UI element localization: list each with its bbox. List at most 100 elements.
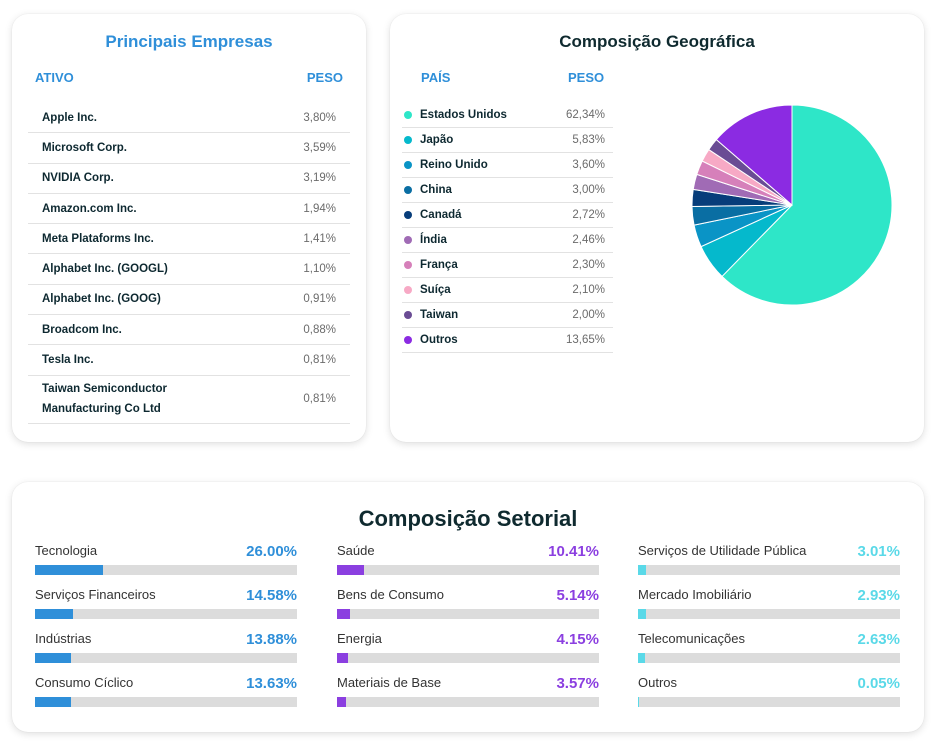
column-header-asset: ATIVO: [35, 70, 74, 85]
legend-dot: [404, 261, 412, 269]
sector-label: Consumo Cíclico: [35, 675, 134, 690]
legend-label: Japão: [420, 134, 454, 146]
sector-label: Energia: [337, 631, 382, 646]
company-name: Tesla Inc.: [42, 354, 94, 367]
company-name: Microsoft Corp.: [42, 141, 127, 154]
country-legend: Estados Unidos 62,34% Japão 5,83% Reino Unid…: [402, 103, 613, 353]
sector-item: Serviços Financeiros 14.58%: [35, 587, 297, 627]
company-weight: 0,88%: [303, 323, 336, 336]
legend-label: Estados Unidos: [420, 109, 507, 121]
sector-label: Serviços de Utilidade Pública: [638, 543, 807, 558]
sector-percentage: 5.14%: [556, 587, 599, 604]
legend-value: 2,10%: [572, 284, 605, 296]
sector-bar-fill: [35, 697, 71, 707]
geographic-title: Composição Geográfica: [559, 32, 755, 51]
legend-dot: [404, 111, 412, 119]
company-name: Meta Plataforms Inc.: [42, 232, 154, 245]
sector-item: Outros 0.05%: [638, 675, 900, 715]
legend-value: 3,60%: [572, 159, 605, 171]
table-row: Meta Plataforms Inc. 1,41%: [28, 224, 350, 255]
legend-row: Reino Unido 3,60%: [402, 153, 613, 178]
sector-item: Serviços de Utilidade Pública 3.01%: [638, 543, 900, 583]
company-name: Alphabet Inc. (GOOGL): [42, 263, 168, 276]
sector-percentage: 2.93%: [857, 587, 900, 604]
sector-bar-fill: [337, 609, 351, 619]
company-weight: 0,81%: [303, 354, 336, 367]
legend-label: Reino Unido: [420, 159, 488, 171]
legend-row: Taiwan 2,00%: [402, 303, 613, 328]
legend-row: Japão 5,83%: [402, 128, 613, 153]
sector-bar-fill: [35, 653, 72, 663]
legend-value: 3,00%: [572, 184, 605, 196]
sector-bar-fill: [638, 697, 639, 707]
sector-bar-track: [638, 697, 900, 707]
company-weight: 3,80%: [303, 111, 336, 124]
sector-bar-track: [337, 653, 599, 663]
sector-bar-track: [35, 565, 297, 575]
sector-bar-track: [337, 697, 599, 707]
legend-value: 2,72%: [572, 209, 605, 221]
legend-value: 2,46%: [572, 234, 605, 246]
table-row: Taiwan Semiconductor Manufacturing Co Lt…: [28, 376, 350, 424]
legend-label: Outros: [420, 334, 458, 346]
table-row: Alphabet Inc. (GOOG) 0,91%: [28, 285, 350, 316]
legend-row: Índia 2,46%: [402, 228, 613, 253]
sector-item: Saúde 10.41%: [337, 543, 599, 583]
legend-dot: [404, 336, 412, 344]
sector-item: Materiais de Base 3.57%: [337, 675, 599, 715]
company-weight: 0,81%: [303, 393, 336, 406]
legend-value: 2,30%: [572, 259, 605, 271]
company-weight: 3,59%: [303, 141, 336, 154]
sector-item: Mercado Imobiliário 2.93%: [638, 587, 900, 627]
table-row: Microsoft Corp. 3,59%: [28, 133, 350, 164]
sector-percentage: 2.63%: [857, 631, 900, 648]
sector-bar-track: [35, 697, 297, 707]
company-name: Taiwan Semiconductor Manufacturing Co Lt…: [42, 383, 168, 416]
top-companies-title: Principais Empresas: [105, 32, 273, 51]
sector-bar-fill: [638, 653, 645, 663]
sector-bar-track: [638, 565, 900, 575]
sector-bar-fill: [638, 565, 646, 575]
legend-label: França: [420, 259, 458, 271]
sector-label: Tecnologia: [35, 543, 98, 558]
sector-item: Consumo Cíclico 13.63%: [35, 675, 297, 715]
sector-bar-fill: [337, 697, 347, 707]
legend-dot: [404, 161, 412, 169]
pie-slice: [721, 104, 893, 306]
legend-value: 2,00%: [572, 309, 605, 321]
legend-row: China 3,00%: [402, 178, 613, 203]
company-name: Alphabet Inc. (GOOG): [42, 293, 161, 306]
sector-percentage: 10.41%: [548, 543, 599, 560]
company-weight: 3,19%: [303, 172, 336, 185]
sector-label: Telecomunicações: [638, 631, 745, 646]
company-name: Broadcom Inc.: [42, 323, 122, 336]
column-header-weight: PESO: [306, 70, 343, 85]
sector-percentage: 13.88%: [246, 631, 297, 648]
pie-slice: [715, 104, 793, 207]
sector-label: Saúde: [337, 543, 375, 558]
table-row: Apple Inc. 3,80%: [28, 103, 350, 134]
company-weight: 1,94%: [303, 202, 336, 215]
sector-bar-fill: [35, 565, 104, 575]
table-row: Tesla Inc. 0,81%: [28, 345, 350, 376]
sector-label: Mercado Imobiliário: [638, 587, 752, 602]
sector-item: Bens de Consumo 5.14%: [337, 587, 599, 627]
sector-label: Indústrias: [35, 631, 92, 646]
sector-percentage: 14.58%: [246, 587, 297, 604]
table-row: Broadcom Inc. 0,88%: [28, 315, 350, 346]
geographic-composition-card: Composição Geográfica PAÍS PESO Estados …: [390, 14, 924, 442]
top-companies-card: Principais Empresas ATIVO PESO Apple Inc…: [12, 14, 366, 442]
company-weight: 0,91%: [303, 293, 336, 306]
company-name: NVIDIA Corp.: [42, 172, 114, 185]
sector-item: Indústrias 13.88%: [35, 631, 297, 671]
legend-row: Canadá 2,72%: [402, 203, 613, 228]
sector-percentage: 3.01%: [857, 543, 900, 560]
legend-dot: [404, 286, 412, 294]
company-name: Apple Inc.: [42, 111, 97, 124]
legend-label: Suíça: [420, 284, 451, 296]
sector-percentage: 4.15%: [556, 631, 599, 648]
sector-item: Telecomunicações 2.63%: [638, 631, 900, 671]
sector-title: Composição Setorial: [358, 506, 578, 531]
sector-bar-track: [638, 653, 900, 663]
table-row: Alphabet Inc. (GOOGL) 1,10%: [28, 254, 350, 285]
